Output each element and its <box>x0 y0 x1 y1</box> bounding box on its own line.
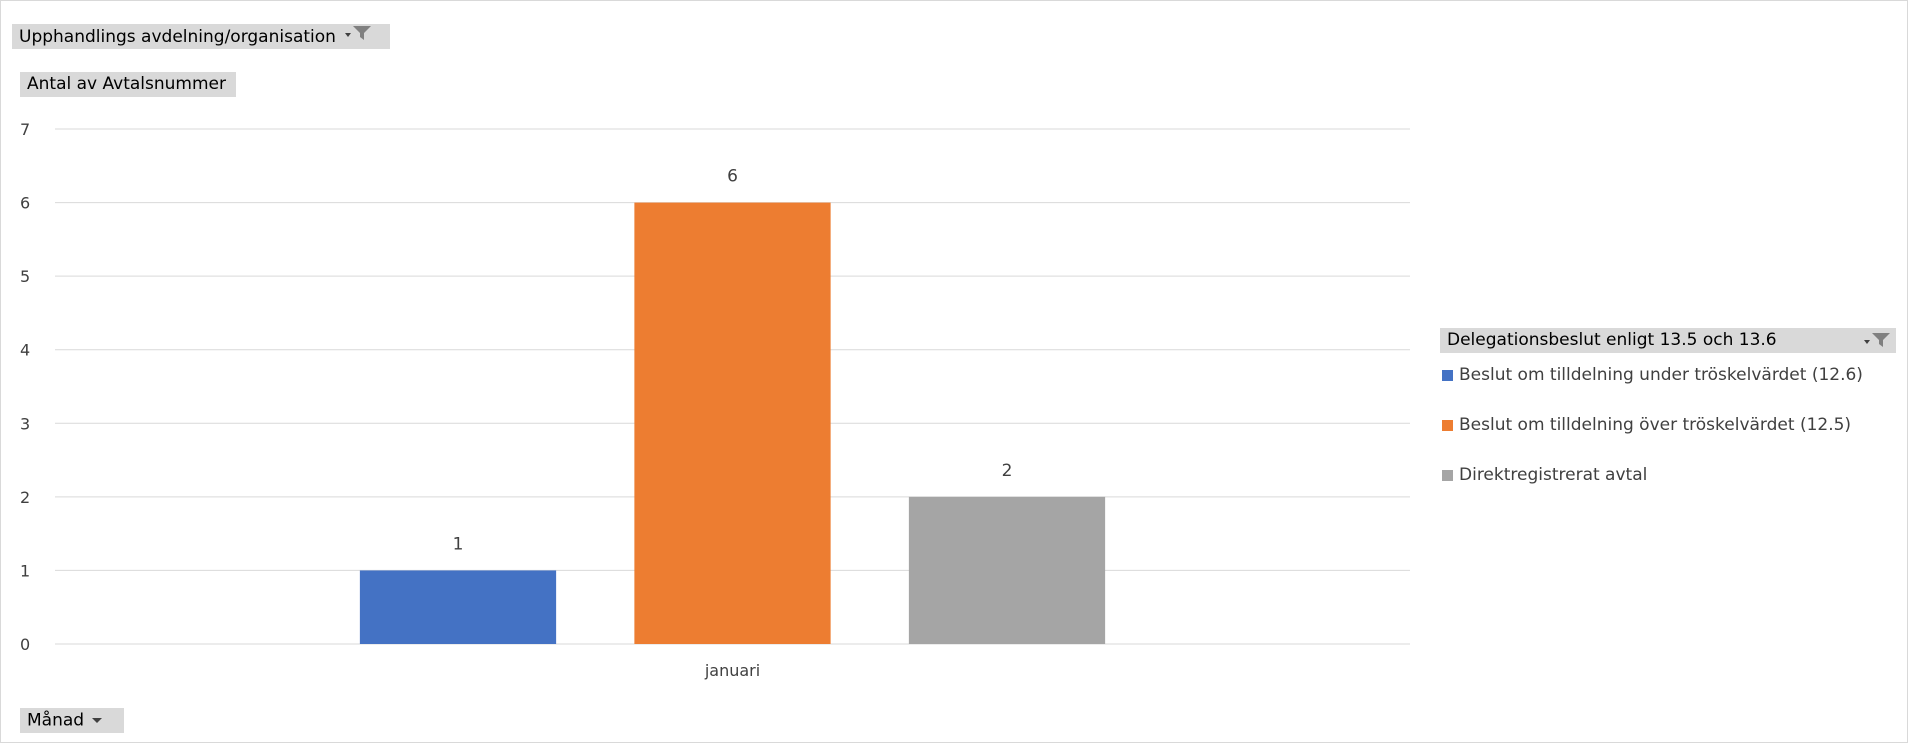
report-filter-label: Upphandlings avdelning/organisation <box>19 27 336 47</box>
value-field-label: Antal av Avtalsnummer <box>27 74 226 94</box>
y-tick-label: 3 <box>20 414 30 433</box>
bar <box>359 570 557 644</box>
legend-swatch <box>1442 419 1453 431</box>
x-tick-label: januari <box>704 661 760 680</box>
data-label: 2 <box>1002 461 1013 481</box>
axis-field-label: Månad <box>27 710 85 731</box>
legend-label: Direktregistrerat avtal <box>1459 465 1648 485</box>
data-label: 6 <box>727 167 738 187</box>
y-tick-label: 0 <box>20 635 30 654</box>
legend-label: Beslut om tilldelning under tröskelvärde… <box>1459 365 1863 385</box>
legend-field-label: Delegationsbeslut enligt 13.5 och 13.6 <box>1447 330 1777 350</box>
bar-chart: 0 1 2 3 4 5 6 7 1 6 2 januari <box>20 120 1410 680</box>
y-tick-label: 4 <box>20 341 30 360</box>
y-tick-label: 5 <box>20 267 30 286</box>
y-tick-label: 7 <box>20 120 30 139</box>
y-tick-label: 6 <box>20 194 30 213</box>
bar <box>634 202 831 645</box>
report-filter-button[interactable]: Upphandlings avdelning/organisation <box>12 24 390 49</box>
chart-legend: Beslut om tilldelning under tröskelvärde… <box>1442 362 1863 512</box>
bar <box>908 496 1106 644</box>
dropdown-arrow-icon[interactable] <box>91 708 103 733</box>
legend-item: Direktregistrerat avtal <box>1442 462 1863 488</box>
axis-field-button[interactable]: Månad <box>20 708 124 733</box>
filter-dropdown-icon[interactable] <box>343 24 373 50</box>
legend-item: Beslut om tilldelning under tröskelvärde… <box>1442 362 1863 388</box>
value-field-button[interactable]: Antal av Avtalsnummer <box>20 72 236 97</box>
legend-item: Beslut om tilldelning över tröskelvärdet… <box>1442 412 1863 438</box>
data-label: 1 <box>453 534 464 554</box>
legend-swatch <box>1442 369 1453 381</box>
y-tick-label: 1 <box>20 561 30 580</box>
y-tick-label: 2 <box>20 488 30 507</box>
legend-swatch <box>1442 469 1453 481</box>
legend-label: Beslut om tilldelning över tröskelvärdet… <box>1459 415 1852 435</box>
filter-dropdown-icon[interactable] <box>1862 328 1892 361</box>
legend-field-button[interactable]: Delegationsbeslut enligt 13.5 och 13.6 <box>1440 328 1896 353</box>
